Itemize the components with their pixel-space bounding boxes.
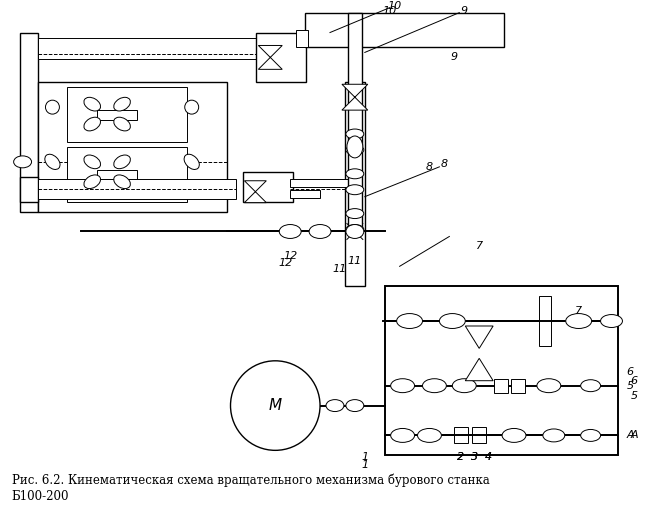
Text: А: А [630, 430, 638, 441]
Ellipse shape [600, 315, 623, 328]
Text: 8: 8 [441, 159, 448, 169]
Text: 7: 7 [475, 241, 483, 251]
Bar [296, 29, 308, 47]
Bar [97, 170, 137, 180]
Ellipse shape [566, 314, 592, 329]
Ellipse shape [390, 428, 415, 442]
Bar [494, 379, 508, 393]
Bar [305, 12, 504, 47]
Ellipse shape [453, 379, 476, 393]
Text: 2: 2 [456, 453, 464, 462]
Text: 6: 6 [630, 376, 638, 385]
Ellipse shape [390, 379, 415, 393]
Bar [243, 172, 293, 202]
Ellipse shape [326, 399, 344, 412]
Ellipse shape [84, 175, 101, 188]
Ellipse shape [84, 117, 101, 131]
Ellipse shape [114, 117, 130, 131]
Text: 12: 12 [278, 259, 292, 268]
Text: 4: 4 [485, 453, 492, 462]
Text: 10: 10 [388, 1, 402, 11]
Ellipse shape [422, 379, 447, 393]
Polygon shape [342, 84, 368, 110]
Text: 5: 5 [630, 391, 638, 400]
Ellipse shape [346, 185, 364, 195]
Text: 1: 1 [361, 460, 368, 470]
Ellipse shape [279, 224, 301, 238]
Text: 8: 8 [426, 162, 433, 172]
Text: 11: 11 [333, 264, 347, 275]
Bar [20, 33, 37, 212]
Text: 7: 7 [575, 306, 582, 316]
Ellipse shape [14, 156, 31, 168]
Text: 9: 9 [460, 6, 468, 15]
Text: 10: 10 [383, 6, 397, 15]
Text: 12: 12 [283, 251, 298, 262]
Bar [472, 427, 486, 443]
Text: 3: 3 [471, 453, 478, 462]
Ellipse shape [184, 100, 199, 114]
Ellipse shape [346, 169, 364, 179]
Text: А: А [627, 430, 634, 441]
Bar [345, 82, 365, 286]
Polygon shape [465, 358, 493, 381]
Text: Б100-200: Б100-200 [12, 490, 69, 503]
Ellipse shape [396, 314, 422, 329]
Polygon shape [245, 181, 266, 203]
Bar [67, 87, 187, 142]
Bar [256, 33, 306, 82]
Bar [348, 12, 362, 232]
Ellipse shape [84, 98, 101, 111]
Text: 11: 11 [348, 256, 362, 266]
Text: 4: 4 [485, 453, 492, 462]
Bar [20, 177, 37, 202]
Text: 9: 9 [451, 53, 458, 62]
Ellipse shape [581, 380, 600, 392]
Ellipse shape [84, 155, 101, 169]
Bar [455, 427, 468, 443]
Text: 1: 1 [361, 453, 368, 462]
Ellipse shape [114, 155, 130, 169]
Bar [290, 190, 320, 198]
Text: 2: 2 [456, 453, 464, 462]
Bar [37, 179, 237, 199]
Text: Рис. 6.2. Кинематическая схема вращательного механизма бурового станка: Рис. 6.2. Кинематическая схема вращатель… [12, 474, 489, 487]
Ellipse shape [346, 145, 364, 155]
Text: 5: 5 [627, 381, 634, 391]
Bar [97, 110, 137, 120]
Ellipse shape [114, 175, 130, 188]
Ellipse shape [346, 224, 364, 238]
Ellipse shape [346, 224, 364, 234]
Ellipse shape [346, 129, 364, 139]
Ellipse shape [417, 428, 441, 442]
Ellipse shape [347, 136, 363, 158]
Bar [539, 296, 551, 346]
Ellipse shape [346, 399, 364, 412]
Bar [37, 38, 256, 59]
Ellipse shape [537, 379, 560, 393]
Ellipse shape [346, 208, 364, 219]
Bar [37, 82, 226, 212]
Ellipse shape [46, 100, 60, 114]
Bar [67, 147, 187, 202]
Ellipse shape [309, 224, 331, 238]
Text: 6: 6 [627, 367, 634, 377]
Ellipse shape [114, 98, 130, 111]
Text: 3: 3 [471, 453, 478, 462]
Text: М: М [269, 398, 282, 413]
Bar [385, 286, 619, 455]
Ellipse shape [502, 428, 526, 442]
Polygon shape [465, 326, 493, 348]
Ellipse shape [45, 154, 60, 169]
Ellipse shape [439, 314, 465, 329]
Polygon shape [258, 45, 283, 69]
Ellipse shape [543, 429, 565, 442]
Circle shape [230, 361, 320, 450]
Bar [511, 379, 525, 393]
Bar [290, 179, 355, 187]
Ellipse shape [184, 154, 199, 169]
Ellipse shape [581, 429, 600, 441]
